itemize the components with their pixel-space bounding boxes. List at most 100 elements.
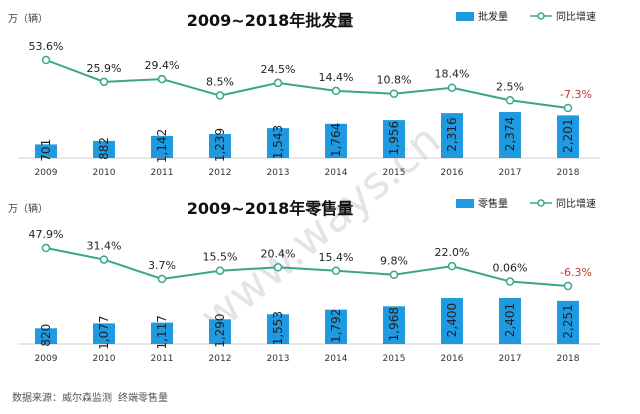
bar-value-label: 882	[97, 137, 111, 160]
wholesale-chart-panel: 2009~2018年批发量 万（辆） 批发量 同比增速 701 2009 882 2010 1,…	[8, 10, 600, 178]
bar	[209, 319, 231, 344]
growth-label: 8.5%	[206, 76, 234, 89]
growth-point	[505, 277, 515, 286]
growth-label: -6.3%	[560, 266, 592, 279]
growth-label: 10.8%	[377, 74, 412, 87]
growth-label: 20.4%	[261, 247, 296, 260]
x-tick-label: 2014	[325, 354, 348, 364]
bar	[93, 140, 115, 158]
bar-value-label: 1,142	[155, 129, 169, 163]
bar	[557, 300, 579, 344]
growth-label: 24.5%	[261, 63, 296, 76]
bar	[383, 306, 405, 344]
bar-value-label: 1,792	[329, 309, 343, 343]
growth-label: 47.9%	[29, 228, 64, 241]
growth-label: 22.0%	[435, 246, 470, 259]
growth-point	[215, 91, 225, 100]
x-tick-label: 2011	[151, 354, 174, 364]
bar-value-label: 1,239	[213, 128, 227, 162]
retail-chart-panel: 2009~2018年零售量 万（辆） 零售量 同比增速 820 2009 1,077 2010…	[8, 197, 600, 364]
legend-line-marker	[537, 12, 545, 20]
bar	[151, 322, 173, 344]
bar	[499, 298, 521, 344]
legend-bar-swatch	[456, 199, 474, 208]
bar-value-label: 1,117	[155, 315, 169, 349]
growth-point	[331, 266, 341, 276]
bar	[93, 323, 115, 344]
unit-label: 万（辆）	[8, 202, 48, 215]
growth-label: 18.4%	[435, 68, 470, 81]
growth-line	[45, 59, 569, 109]
chart-title: 2009~2018年批发量	[187, 11, 353, 30]
growth-point	[447, 261, 457, 271]
growth-point	[563, 103, 573, 113]
bar-value-label: 2,401	[503, 303, 517, 337]
unit-label: 万（辆）	[8, 12, 48, 25]
x-tick-label: 2012	[209, 168, 232, 178]
growth-point	[157, 74, 167, 84]
x-tick-label: 2015	[383, 168, 406, 178]
growth-point	[331, 86, 341, 96]
growth-label: 53.6%	[29, 40, 64, 53]
growth-label: -7.3%	[560, 88, 592, 101]
legend-line-label: 同比增速	[556, 10, 596, 23]
bar	[557, 115, 579, 158]
growth-label: 29.4%	[145, 59, 180, 72]
x-tick-label: 2014	[325, 168, 348, 178]
bar-value-label: 2,316	[445, 117, 459, 151]
bar	[383, 120, 405, 158]
chart-title: 2009~2018年零售量	[187, 199, 353, 218]
growth-label: 2.5%	[496, 80, 524, 93]
growth-point	[389, 89, 399, 98]
x-tick-label: 2013	[267, 168, 290, 178]
bar-value-label: 2,374	[503, 117, 517, 151]
growth-point	[41, 243, 51, 253]
growth-line	[45, 247, 569, 287]
growth-label: 9.8%	[380, 255, 408, 268]
bar-value-label: 1,543	[271, 125, 285, 159]
growth-label: 0.06%	[493, 262, 528, 275]
bar-value-label: 1,956	[387, 121, 401, 155]
x-tick-label: 2009	[35, 354, 58, 364]
bar	[325, 123, 347, 158]
growth-point	[215, 266, 225, 275]
growth-label: 14.4%	[319, 71, 354, 84]
bar-value-label: 701	[39, 139, 53, 162]
x-tick-label: 2011	[151, 168, 174, 178]
x-tick-label: 2016	[441, 354, 464, 364]
bar-value-label: 1,764	[329, 123, 343, 157]
growth-point	[41, 55, 51, 65]
bar	[35, 328, 57, 344]
bar-value-label: 1,290	[213, 313, 227, 347]
x-tick-label: 2017	[499, 354, 522, 364]
x-tick-label: 2010	[93, 354, 116, 364]
x-tick-label: 2017	[499, 168, 522, 178]
growth-point	[273, 263, 283, 272]
x-tick-label: 2015	[383, 354, 406, 364]
growth-point	[157, 274, 167, 284]
growth-label: 15.4%	[319, 251, 354, 264]
x-tick-label: 2010	[93, 168, 116, 178]
x-tick-label: 2012	[209, 354, 232, 364]
bar	[151, 135, 173, 158]
legend-bar-swatch	[456, 12, 474, 21]
growth-point	[99, 255, 109, 264]
bar-value-label: 2,251	[561, 304, 575, 338]
growth-label: 15.5%	[203, 251, 238, 264]
bar-value-label: 1,968	[387, 307, 401, 341]
bar-value-label: 2,201	[561, 118, 575, 152]
x-tick-label: 2009	[35, 168, 58, 178]
bar	[325, 309, 347, 344]
footer-source-label: 数据来源：威尔森监测	[12, 393, 112, 404]
x-tick-label: 2018	[557, 168, 580, 178]
growth-label: 25.9%	[87, 62, 122, 75]
bar	[209, 133, 231, 158]
bar	[267, 314, 289, 344]
legend-line-marker	[537, 199, 545, 207]
bar-value-label: 2,400	[445, 303, 459, 337]
bar	[35, 144, 57, 158]
bar	[267, 128, 289, 158]
growth-point	[505, 96, 515, 105]
bar	[441, 298, 463, 344]
